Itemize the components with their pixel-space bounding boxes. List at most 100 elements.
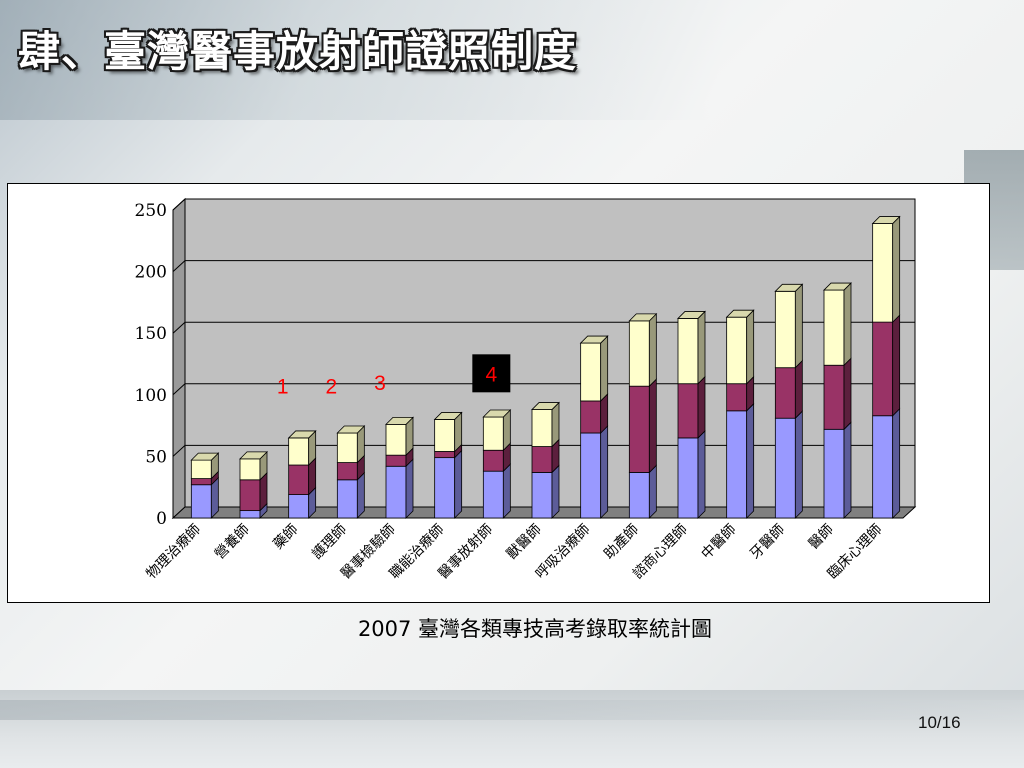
x-category-label: 牙醫師 xyxy=(747,522,788,563)
y-tick-label: 0 xyxy=(156,509,167,529)
bar-segment-front xyxy=(531,409,553,447)
background-top-band xyxy=(0,0,1024,120)
bar-segment-front xyxy=(385,454,407,467)
bar-segment-side xyxy=(843,421,852,519)
y-tick-label: 250 xyxy=(135,201,167,221)
bar-segment-side xyxy=(843,282,852,367)
bar-segment-front xyxy=(239,479,261,512)
bar-segment-front xyxy=(434,419,456,452)
bar-segment-front xyxy=(190,484,212,519)
bar-segment-front xyxy=(774,290,796,369)
bar-segment-front xyxy=(482,416,504,451)
bar-segment-side xyxy=(892,314,901,417)
bar-segment-side xyxy=(746,309,755,385)
gridline-side xyxy=(172,260,186,272)
bar-segment-side xyxy=(746,402,755,519)
bar-segment-side xyxy=(697,429,706,519)
bar-segment-side xyxy=(405,458,414,519)
bar-segment-front xyxy=(434,457,456,519)
bar-segment-top xyxy=(385,416,414,425)
bar-segment-side xyxy=(794,410,803,519)
bar-segment-top xyxy=(579,335,609,344)
gridline-side xyxy=(172,321,186,334)
bar-segment-front xyxy=(726,383,748,412)
bar-segment-top xyxy=(628,313,658,322)
bar-segment-front xyxy=(726,316,748,385)
gridline-side xyxy=(172,198,186,211)
bar-segment-top xyxy=(677,311,706,319)
slide-title: 肆、臺灣醫事放射師證照制度 xyxy=(18,27,578,76)
y-tick-label: 150 xyxy=(135,324,167,344)
bar-segment-side xyxy=(648,464,657,519)
bar-segment-side xyxy=(697,310,706,385)
bar-segment-side xyxy=(600,425,609,519)
x-category-label: 助產師 xyxy=(600,521,642,563)
annotation-label: 4 xyxy=(485,363,497,386)
bar-segment-front xyxy=(580,400,602,434)
bar-segment-side xyxy=(600,335,609,402)
bar-segment-front xyxy=(190,478,212,486)
bar-segment-front xyxy=(823,364,845,430)
bar-segment-front xyxy=(482,449,504,472)
bar-segment-front xyxy=(239,510,261,519)
bar-segment-top xyxy=(482,409,512,418)
bar-segment-front xyxy=(385,423,407,456)
page-number: 10/16 xyxy=(918,713,961,732)
x-category-label: 營養師 xyxy=(211,521,253,563)
bar-segment-side xyxy=(502,463,511,519)
bar-segment-top xyxy=(287,430,317,439)
annotation-label: 1 xyxy=(277,376,289,399)
bar-segment-front xyxy=(482,470,504,519)
bar-segment-top xyxy=(190,452,220,461)
bar-segment-front xyxy=(872,415,894,519)
bar-segment-side xyxy=(551,401,560,448)
bar-segment-front xyxy=(288,494,310,519)
bar-segment-top xyxy=(433,412,463,420)
bar-segment-front xyxy=(872,321,894,417)
annotation-label: 3 xyxy=(374,372,386,395)
chart-frame: 0 50 100 150 200 250 物理治療師 營養師 藥師 護理師 醫事檢驗師 職能治療師 醫事… xyxy=(7,183,990,603)
x-category-label: 物理治療師 xyxy=(143,521,205,583)
bar-segment-top xyxy=(336,425,366,434)
x-category-label: 中醫師 xyxy=(698,522,739,563)
bar-segment-side xyxy=(648,378,657,474)
bar-segment-front xyxy=(336,479,358,519)
bar-segment-front xyxy=(336,432,358,463)
chart-side-wall xyxy=(172,197,186,520)
bar-segment-side xyxy=(794,359,803,420)
bar-segment-top xyxy=(239,451,268,460)
bar-segment-front xyxy=(239,458,261,481)
bar-segment-front xyxy=(531,446,553,473)
bar-segment-side xyxy=(843,357,852,431)
bar-segment-front xyxy=(774,367,796,419)
bar-segment-front xyxy=(628,385,650,473)
bar-segment-front xyxy=(677,383,699,439)
bar-segment-front xyxy=(774,417,796,519)
bar-segment-side xyxy=(892,215,901,324)
gridline-side xyxy=(172,445,186,457)
bar-segment-side xyxy=(648,312,657,388)
bar-segment-top xyxy=(725,309,755,318)
x-category-label: 醫師 xyxy=(806,522,837,553)
bar-segment-front xyxy=(288,437,310,466)
bar-segment-front xyxy=(628,472,650,519)
annotation-box xyxy=(472,354,511,393)
y-tick-label: 100 xyxy=(135,386,167,406)
bar-segment-top xyxy=(774,283,804,292)
bar-segment-side xyxy=(356,471,365,519)
gridline-side xyxy=(172,383,186,396)
bar-segment-front xyxy=(677,437,699,519)
bar-segment-front xyxy=(336,462,358,481)
bar-segment-top xyxy=(531,402,560,410)
chart-caption: 2007 臺灣各類專技高考錄取率統計圖 xyxy=(357,617,713,641)
bar-segment-side xyxy=(454,449,463,519)
x-category-label: 護理師 xyxy=(309,522,350,563)
x-category-label: 獸醫師 xyxy=(504,522,545,563)
bar-segment-front xyxy=(677,318,699,385)
background-bottom-stripe xyxy=(0,700,1024,720)
bar-segment-front xyxy=(823,428,845,519)
bar-segment-top xyxy=(871,216,901,224)
bar-segment-side xyxy=(697,375,706,439)
bar-segment-top xyxy=(823,282,852,291)
